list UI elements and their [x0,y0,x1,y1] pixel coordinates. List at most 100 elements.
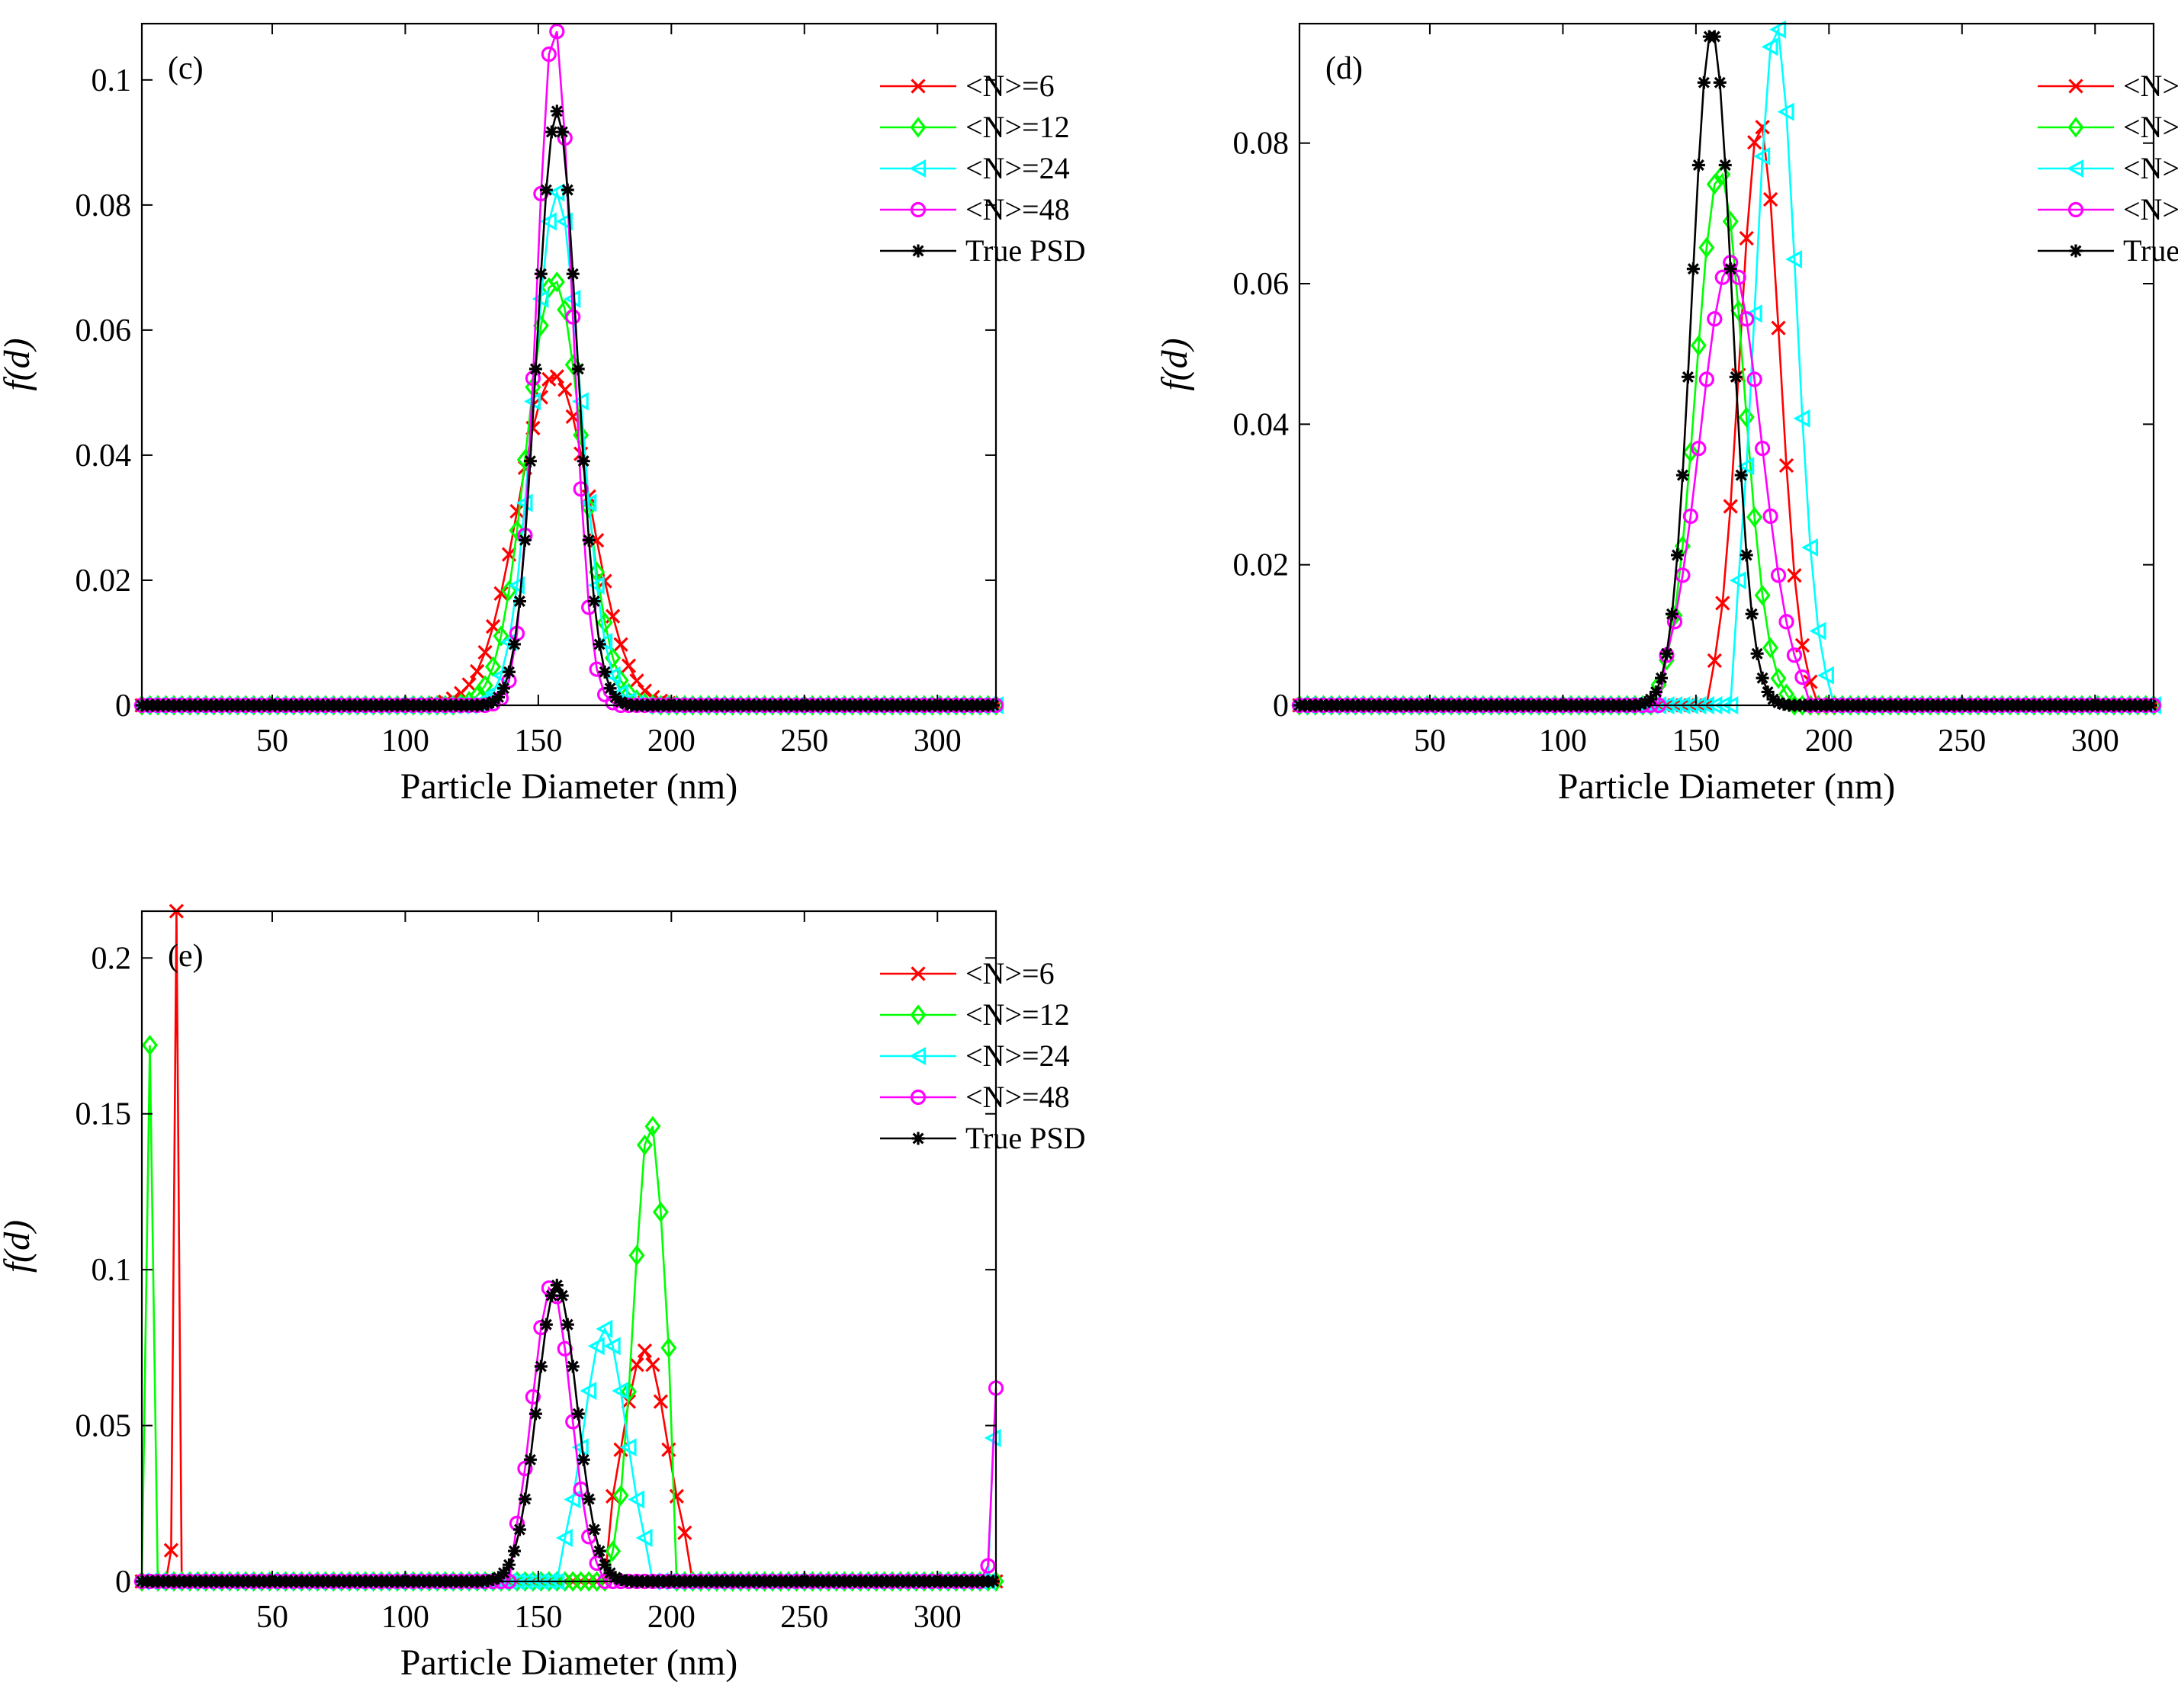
data-point [1778,458,1794,474]
data-point [635,1528,653,1547]
data-point [1770,567,1787,583]
y-axis-label: f(d) [1155,338,1195,390]
data-point [518,1492,532,1506]
data-point [141,1035,158,1056]
data-point [512,1523,526,1536]
data-point [1690,335,1707,356]
data-point [1723,499,1738,514]
x-tick-label: 200 [647,1600,695,1635]
data-point [544,1289,558,1302]
data-point [487,1573,500,1587]
legend-item-1: <N>=12 [880,110,1070,144]
data-point [523,454,537,468]
series-0 [134,369,1004,713]
legend-marker [910,1004,927,1026]
data-point [516,493,533,512]
data-point [1762,637,1779,659]
data-point [1707,30,1721,43]
x-tick-label: 50 [1414,724,1446,759]
legend-label: <N>=48 [965,1080,1070,1114]
data-point [1793,409,1810,428]
data-point [587,576,605,595]
data-point [1697,75,1711,89]
data-point [571,1407,585,1421]
data-point [637,1343,653,1359]
data-point [1766,692,1780,706]
data-point [1794,669,1810,685]
data-point [571,362,585,376]
data-point [1755,120,1770,135]
data-point [1714,269,1730,285]
legend-label: <N>=6 [2123,69,2178,103]
plot-frame [1298,22,2155,707]
x-tick-label: 150 [1672,724,1720,759]
panel-label: (d) [1325,51,1363,86]
data-point [636,1134,653,1156]
data-point [1691,159,1705,172]
data-point [541,47,557,63]
data-point [502,1558,516,1572]
data-point [1771,320,1786,336]
data-point [528,362,542,376]
legend-label: <N>=12 [2123,110,2178,144]
data-point [1644,692,1658,706]
legend-label: True PSD [965,233,1085,268]
data-point [980,1558,996,1574]
legend-label: <N>=24 [2123,151,2178,185]
series-line [1299,124,2154,707]
y-tick-label: 0.06 [75,313,132,348]
series-3 [1291,255,2162,714]
data-point [1722,210,1739,233]
data-point [548,271,565,293]
data-point [629,673,644,689]
series-2 [1290,20,2162,715]
data-point [533,390,548,405]
legend-marker [2067,201,2084,218]
data-point [613,637,628,652]
legend-label: <N>=24 [965,1039,1070,1073]
legend-label: <N>=6 [965,956,1055,990]
data-point [477,675,493,696]
data-point [507,1544,521,1558]
data-point [645,1357,660,1372]
legend-item-1: <N>=12 [880,997,1070,1032]
legend-label: <N>=48 [965,192,1070,226]
series-2 [133,183,1004,715]
legend-marker [910,117,927,138]
legend-item-2: <N>=24 [2038,151,2178,185]
data-point [1746,371,1762,387]
data-point [620,1381,638,1402]
data-point [525,1389,541,1405]
data-point [1730,269,1746,285]
data-point [573,481,589,497]
legend-item-1: <N>=12 [2038,110,2178,144]
data-point [1675,468,1689,482]
data-point [481,697,495,711]
data-point [565,309,581,325]
data-point [557,382,573,397]
data-point [1715,596,1730,611]
data-point [614,695,628,708]
data-point [1698,237,1715,258]
data-point [1762,191,1778,207]
data-point [660,1337,677,1359]
data-point [1801,538,1819,557]
data-point [1787,568,1802,583]
legend-marker [909,1046,927,1066]
y-tick-label: 0.04 [75,438,132,474]
legend-label: True PSD [2123,233,2178,268]
series-4 [135,104,1001,712]
legend-label: <N>=12 [965,110,1070,144]
data-point [1745,607,1759,621]
data-point [1817,666,1834,685]
legend-label: True PSD [965,1121,1085,1155]
y-tick-label: 0.1 [92,1253,132,1288]
x-tick-label: 100 [381,1600,429,1635]
data-point [532,289,549,308]
data-point [544,125,558,139]
data-point [1660,647,1673,660]
data-point [507,637,521,651]
data-point [1740,548,1753,562]
data-point [509,520,525,541]
legend-marker [910,1089,927,1106]
